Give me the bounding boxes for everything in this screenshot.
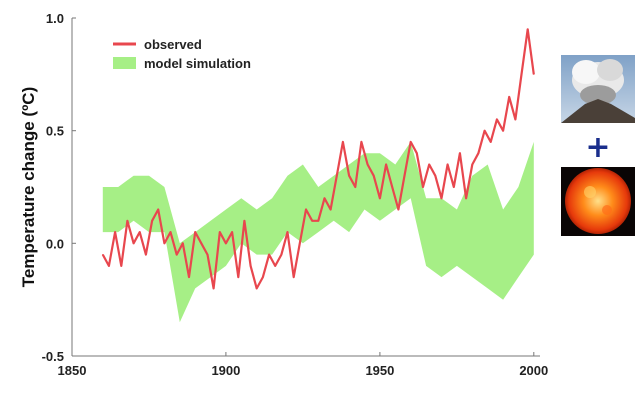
observed-point <box>527 28 529 30</box>
x-tick-label: 1850 <box>58 363 87 378</box>
observed-point <box>305 208 307 211</box>
observed-point <box>490 141 492 143</box>
observed-point <box>206 254 209 256</box>
legend: observed model simulation <box>113 37 251 71</box>
legend-model-label: model simulation <box>144 56 251 71</box>
observed-point <box>434 175 436 177</box>
observed-point <box>108 265 110 267</box>
x-tick-labels: 1850 1900 1950 2000 <box>58 352 548 378</box>
plot-area <box>101 28 535 323</box>
observed-point <box>453 186 455 188</box>
observed-point <box>422 186 424 188</box>
observed-point <box>274 265 276 267</box>
legend-observed-label: observed <box>144 37 202 52</box>
y-tick-label: -0.5 <box>42 349 64 364</box>
observed-point <box>385 163 387 166</box>
observed-point <box>348 175 350 177</box>
observed-point <box>262 276 264 278</box>
observed-point <box>237 276 239 278</box>
observed-point <box>200 242 202 244</box>
y-tick-labels: -0.5 0.0 0.5 1.0 <box>42 11 76 364</box>
y-tick-label: 0.0 <box>46 236 64 251</box>
y-tick-label: 1.0 <box>46 11 64 26</box>
observed-point <box>145 254 147 256</box>
observed-point <box>496 118 498 120</box>
observed-point <box>311 220 313 222</box>
observed-point <box>391 186 393 188</box>
x-tick-label: 2000 <box>519 363 548 378</box>
observed-point <box>471 163 473 166</box>
x-tick-label: 1900 <box>211 363 240 378</box>
observed-point <box>250 265 252 267</box>
observed-point <box>502 130 504 132</box>
x-tick-label: 1950 <box>365 363 394 378</box>
y-tick-label: 0.5 <box>46 124 64 139</box>
y-axis-label: Temperature change (ºC) <box>19 87 38 288</box>
observed-point <box>403 175 406 177</box>
observed-point <box>126 220 128 222</box>
observed-point <box>336 175 338 177</box>
observed-point <box>360 141 362 143</box>
observed-point <box>120 265 122 267</box>
observed-point <box>323 197 326 199</box>
observed-point <box>367 163 369 166</box>
observed-point <box>465 197 467 199</box>
observed-point <box>219 231 221 233</box>
observed-point <box>293 276 295 278</box>
volcano-eruption-photo <box>561 55 635 123</box>
observed-point <box>477 152 479 154</box>
observed-point <box>188 276 190 278</box>
observed-point <box>440 197 443 199</box>
observed-point <box>169 231 172 233</box>
model-simulation-band <box>102 141 534 323</box>
sun-photo <box>561 167 635 236</box>
observed-point <box>317 220 319 222</box>
observed-point <box>286 231 289 233</box>
observed-point <box>176 254 178 256</box>
observed-point <box>508 96 510 98</box>
observed-point <box>182 242 184 244</box>
observed-point <box>514 118 517 120</box>
observed-point <box>428 163 430 166</box>
observed-point <box>243 220 245 222</box>
observed-point <box>299 242 301 244</box>
observed-point <box>114 231 116 233</box>
observed-point <box>280 254 282 256</box>
plus-icon: + <box>585 130 610 165</box>
observed-point <box>256 287 258 289</box>
observed-point <box>213 287 215 289</box>
observed-point <box>268 254 270 256</box>
observed-point <box>330 208 332 211</box>
observed-point <box>397 208 399 211</box>
observed-point <box>133 242 135 244</box>
observed-point <box>102 254 104 256</box>
observed-point <box>410 141 412 143</box>
observed-point <box>163 242 165 244</box>
observed-point <box>373 175 375 177</box>
observed-point <box>379 197 381 199</box>
observed-point <box>342 141 344 143</box>
observed-point <box>520 73 523 75</box>
observed-point <box>416 152 418 154</box>
observed-point <box>354 186 356 188</box>
observed-point <box>484 130 486 132</box>
observed-point <box>459 152 461 154</box>
observed-point <box>157 208 159 211</box>
observed-point <box>139 231 141 233</box>
observed-point <box>447 163 449 166</box>
observed-point <box>231 231 233 233</box>
observed-point <box>225 242 227 244</box>
observed-point <box>151 220 153 222</box>
observed-point <box>533 73 535 75</box>
legend-model-swatch <box>113 57 136 69</box>
observed-point <box>194 231 196 233</box>
side-panel: + <box>561 55 635 236</box>
